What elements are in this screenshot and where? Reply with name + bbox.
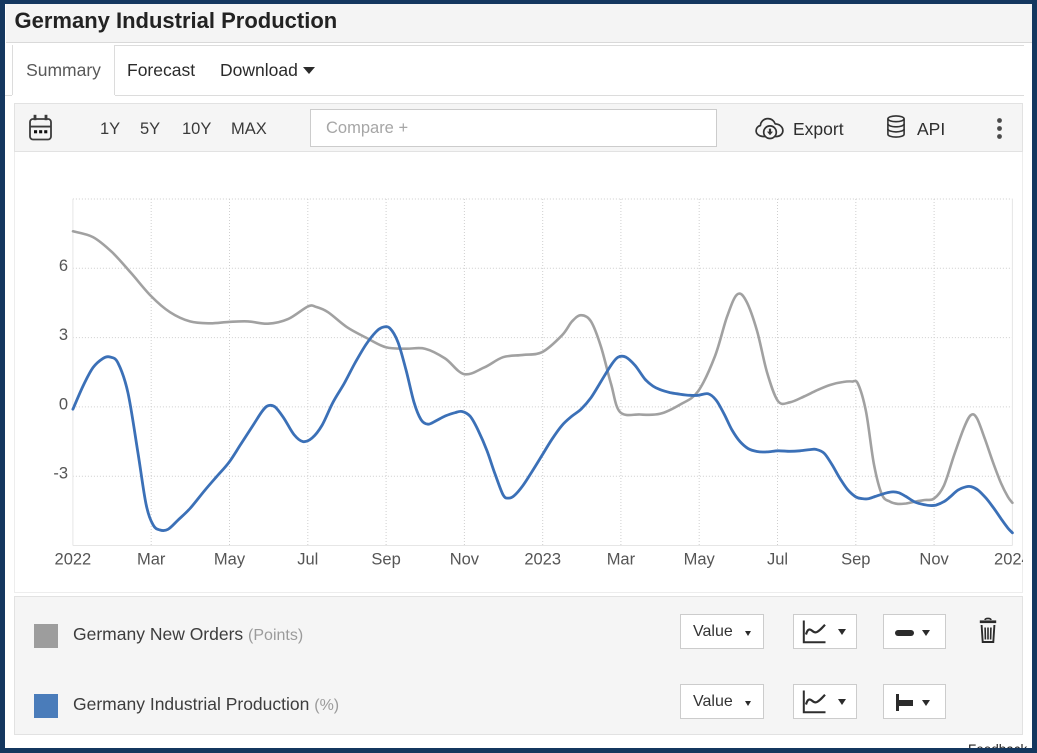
svg-text:Jul: Jul: [767, 551, 788, 569]
svg-text:0: 0: [59, 395, 68, 413]
svg-text:Sep: Sep: [371, 551, 400, 569]
svg-text:Nov: Nov: [450, 551, 480, 569]
svg-text:Nov: Nov: [919, 551, 949, 569]
svg-text:2023: 2023: [524, 551, 561, 569]
svg-text:Mar: Mar: [137, 551, 166, 569]
svg-text:2022: 2022: [55, 551, 92, 569]
svg-text:-3: -3: [53, 465, 68, 483]
svg-text:2024: 2024: [994, 551, 1023, 569]
svg-text:6: 6: [59, 257, 68, 275]
svg-text:Mar: Mar: [607, 551, 636, 569]
svg-text:Sep: Sep: [841, 551, 870, 569]
svg-text:3: 3: [59, 326, 68, 344]
svg-text:May: May: [684, 551, 716, 569]
svg-text:Jul: Jul: [297, 551, 318, 569]
svg-text:May: May: [214, 551, 246, 569]
